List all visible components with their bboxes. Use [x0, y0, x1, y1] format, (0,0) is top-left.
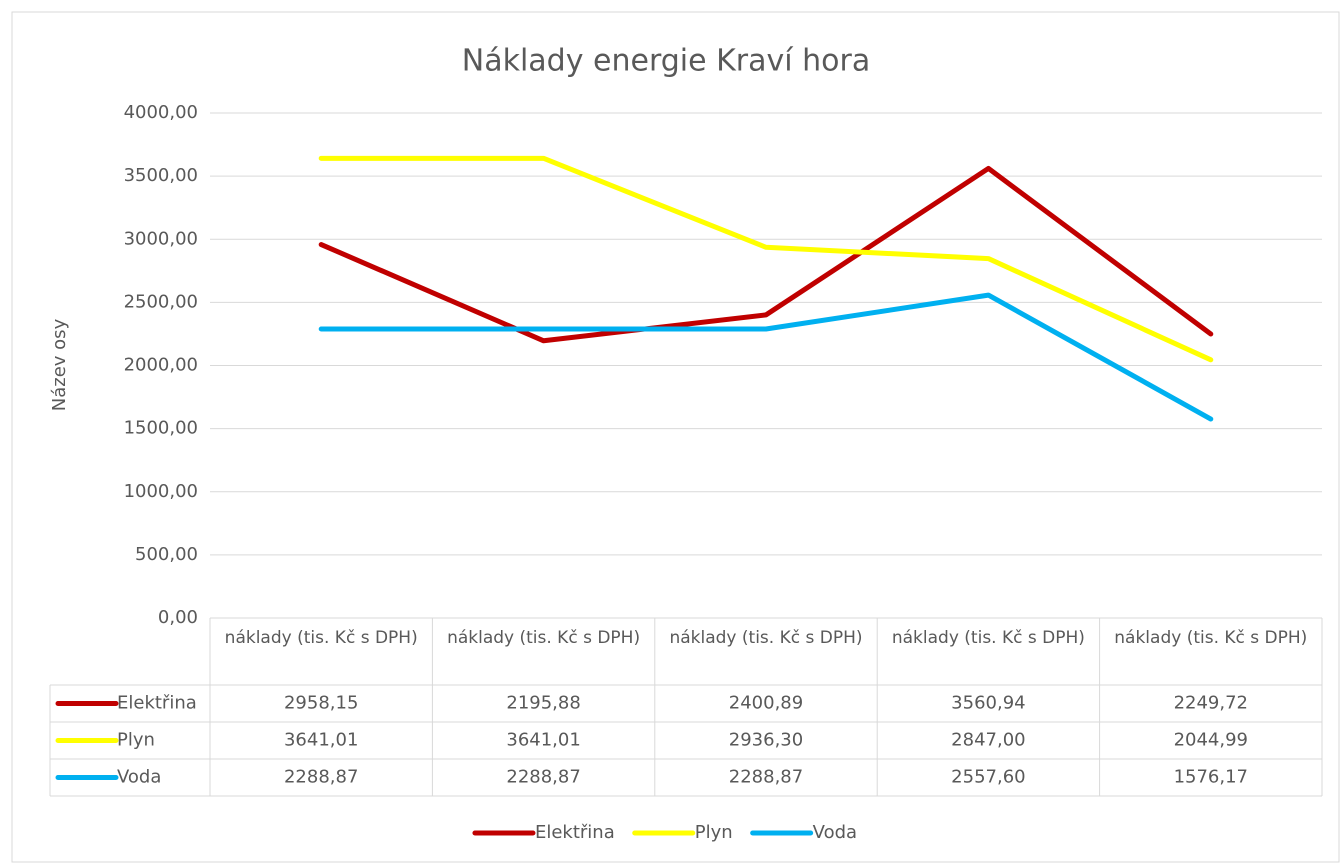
x-tick-label-box: náklady (tis. Kč s DPH) [1114, 628, 1308, 648]
series-line [318, 155, 1214, 363]
chart-title: Náklady energie Kraví hora [462, 44, 870, 79]
x-tick-label-box: náklady (tis. Kč s DPH) [669, 628, 863, 648]
y-tick-label: 2500,00 [124, 291, 198, 312]
x-tick-label: náklady (tis. Kč s DPH) [891, 628, 1085, 648]
y-tick-label: 4000,00 [124, 102, 198, 123]
x-tick-label-box: náklady (tis. Kč s DPH) [224, 628, 418, 648]
table-value: 2400,89 [729, 693, 803, 714]
series-line [318, 165, 1214, 344]
y-tick-label: 2000,00 [124, 355, 198, 376]
y-tick-label: 1000,00 [124, 481, 198, 502]
table-series-name: Voda [117, 767, 161, 788]
x-tick-label: náklady (tis. Kč s DPH) [1114, 628, 1308, 648]
y-tick-label: 1500,00 [124, 418, 198, 439]
table-value: 2195,88 [506, 693, 580, 714]
table-value: 3641,01 [284, 730, 358, 751]
chart-border [11, 11, 1340, 863]
y-tick-label: 0,00 [158, 607, 198, 628]
x-tick-label: náklady (tis. Kč s DPH) [669, 628, 863, 648]
legend-label: Elektřina [535, 822, 615, 843]
x-tick-label-box: náklady (tis. Kč s DPH) [891, 628, 1085, 648]
table-value: 2288,87 [506, 767, 580, 788]
x-tick-label: náklady (tis. Kč s DPH) [447, 628, 641, 648]
legend-label: Voda [813, 822, 857, 843]
series-line [318, 292, 1214, 422]
y-axis-title: Název osy [49, 318, 70, 411]
table-value: 2936,30 [729, 730, 803, 751]
legend-label: Plyn [695, 822, 733, 843]
y-tick-label: 3500,00 [124, 165, 198, 186]
table-value: 2288,87 [284, 767, 358, 788]
x-tick-label: náklady (tis. Kč s DPH) [224, 628, 418, 648]
y-tick-label: 500,00 [135, 544, 198, 565]
y-tick-label: 3000,00 [124, 228, 198, 249]
table-value: 2557,60 [951, 767, 1025, 788]
table-value: 2847,00 [951, 730, 1025, 751]
table-value: 2958,15 [284, 693, 358, 714]
x-tick-label-box: náklady (tis. Kč s DPH) [447, 628, 641, 648]
table-value: 2288,87 [729, 767, 803, 788]
table-value: 2044,99 [1174, 730, 1248, 751]
table-value: 1576,17 [1174, 767, 1248, 788]
table-series-name: Plyn [117, 730, 155, 751]
table-value: 2249,72 [1174, 693, 1248, 714]
table-series-name: Elektřina [117, 693, 197, 714]
table-value: 3560,94 [951, 693, 1025, 714]
table-value: 3641,01 [506, 730, 580, 751]
